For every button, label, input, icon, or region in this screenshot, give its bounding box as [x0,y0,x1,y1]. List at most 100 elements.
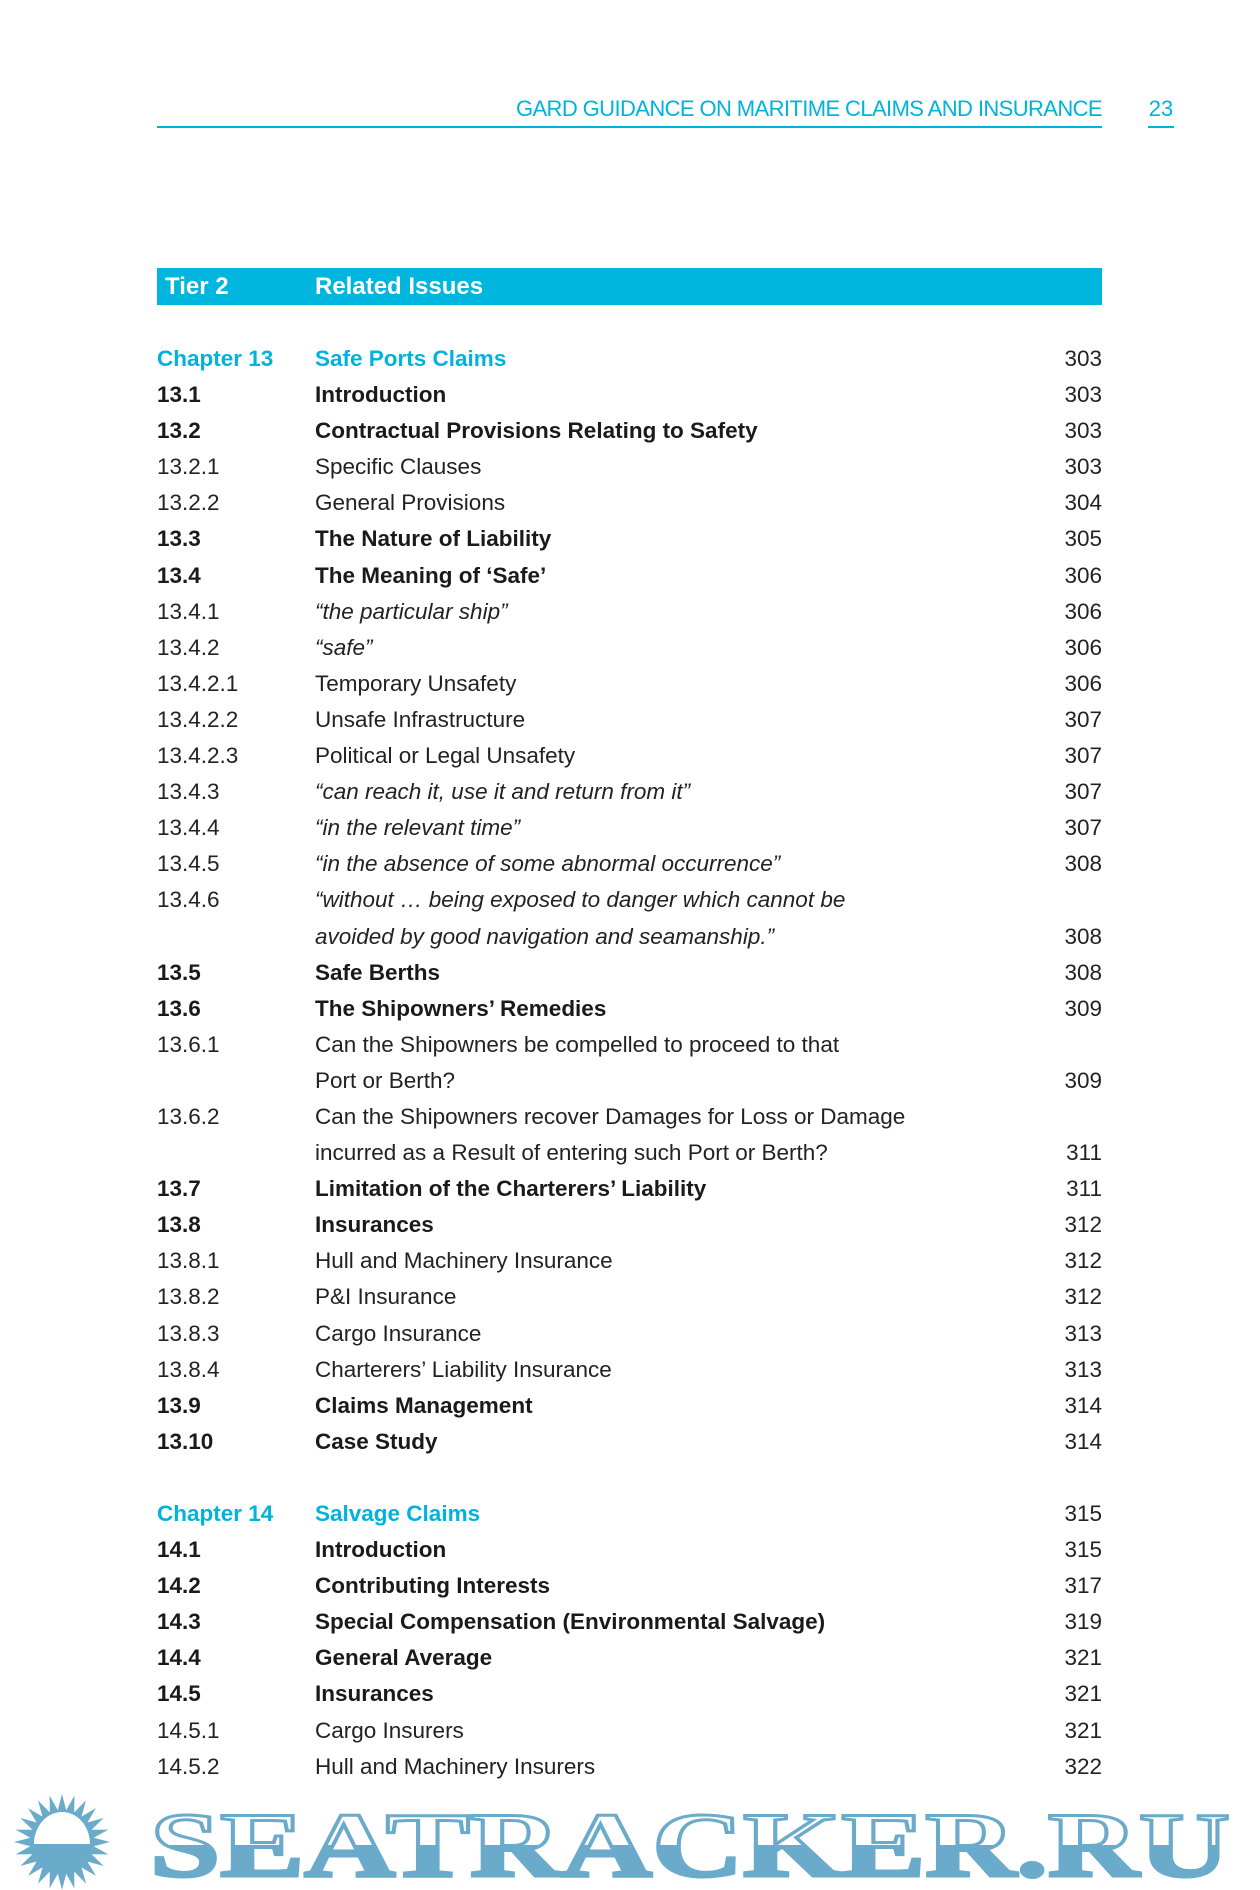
entry-page: 312 [1064,1212,1102,1238]
toc-entry[interactable]: 14.3 Special Compensation (Environmental … [157,1604,1102,1640]
tier-label: Tier 2 [165,273,229,300]
entry-title: Insurances [315,1212,434,1238]
entry-page: 321 [1064,1645,1102,1671]
toc-entry[interactable]: 13.4.6 “without … being exposed to danger… [157,882,1102,918]
entry-page: 303 [1064,346,1102,371]
toc-entry[interactable]: 13.4.3 “can reach it, use it and return f… [157,774,1102,810]
entry-number: 13.9 [157,1392,201,1418]
toc-entry[interactable]: incurred as a Result of entering such Po… [157,1135,1102,1171]
toc-entry[interactable]: 13.4.5 “in the absence of some abnormal o… [157,846,1102,882]
entry-title: “can reach it, use it and return from it… [315,779,691,805]
toc-entry[interactable]: 13.1 Introduction 303 [157,377,1102,413]
seatracker-watermark: SEATRACKER.RU [14,1793,1232,1890]
toc-entry[interactable]: 13.2 Contractual Provisions Relating to S… [157,413,1102,449]
entry-page: 308 [1064,923,1102,949]
toc-entry[interactable]: 13.4.2.3 Political or Legal Unsafety 307 [157,738,1102,774]
toc-entry[interactable]: 13.8.4 Charterers’ Liability Insurance 313 [157,1352,1102,1388]
toc-entry[interactable]: 13.3 The Nature of Liability 305 [157,521,1102,557]
toc-entry[interactable]: 13.8.3 Cargo Insurance 313 [157,1316,1102,1352]
entry-title: avoided by good navigation and seamanshi… [315,923,775,949]
entry-number: 13.2.2 [157,490,220,516]
entry-title: General Average [315,1645,493,1671]
entry-page: 317 [1064,1573,1102,1599]
table-of-contents: Chapter 13 Safe Ports Claims 303 13.1 Introd… [157,341,1102,1785]
tier-banner: Tier 2 Related Issues [157,268,1102,305]
entry-page: 306 [1064,634,1102,660]
entry-page: 307 [1064,815,1102,841]
toc-entry[interactable]: 14.2 Contributing Interests 317 [157,1568,1102,1604]
toc-entry[interactable]: 14.5 Insurances 321 [157,1676,1102,1712]
entry-title: Limitation of the Charterers’ Liability [315,1176,707,1202]
entry-page: 312 [1064,1248,1102,1274]
toc-entry[interactable]: 13.9 Claims Management 314 [157,1388,1102,1424]
entry-page: 303 [1064,454,1102,480]
entry-number: 13.2.1 [157,454,220,480]
entry-page: 315 [1064,1537,1102,1563]
toc-entry[interactable]: 13.2.1 Specific Clauses 303 [157,449,1102,485]
toc-entry[interactable]: 13.4.2.1 Temporary Unsafety 306 [157,666,1102,702]
toc-entry[interactable]: 13.2.2 General Provisions 304 [157,485,1102,521]
chapter-heading[interactable]: Chapter 13 Safe Ports Claims 303 [157,341,1102,377]
entry-page: 311 [1066,1176,1102,1202]
toc-entry[interactable]: 13.4.2 “safe” 306 [157,630,1102,666]
entry-title: Safe Berths [315,959,441,985]
entry-page: 304 [1064,490,1102,516]
entry-page: 312 [1064,1284,1102,1310]
entry-number: 13.10 [157,1428,214,1454]
entry-page: 307 [1064,706,1102,732]
entry-title: Unsafe Infrastructure [315,706,526,732]
entry-page: 313 [1064,1356,1102,1382]
toc-entry[interactable]: 13.6.2 Can the Shipowners recover Damages… [157,1099,1102,1135]
entry-page: 307 [1064,743,1102,769]
toc-entry[interactable]: 13.8 Insurances 312 [157,1207,1102,1243]
entry-number: 14.5.1 [157,1717,220,1743]
entry-number: 14.2 [157,1573,201,1599]
entry-title: “in the relevant time” [315,815,521,841]
toc-entry[interactable]: 13.6.1 Can the Shipowners be compelled to… [157,1027,1102,1063]
entry-number: 13.3 [157,526,201,552]
toc-entry[interactable]: Port or Berth? 309 [157,1063,1102,1099]
entry-title: Charterers’ Liability Insurance [315,1356,612,1382]
toc-entry[interactable]: 14.1 Introduction 315 [157,1532,1102,1568]
entry-page: 308 [1064,959,1102,985]
toc-entry[interactable]: 13.7 Limitation of the Charterers’ Liabil… [157,1171,1102,1207]
toc-entry[interactable]: 13.6 The Shipowners’ Remedies 309 [157,991,1102,1027]
entry-number: 14.1 [157,1537,201,1563]
page-number: 23 [1148,96,1174,121]
entry-number: 13.6 [157,995,201,1021]
entry-page: 311 [1066,1140,1102,1166]
toc-entry[interactable]: 13.4.4 “in the relevant time” 307 [157,810,1102,846]
toc-entry[interactable]: 13.4 The Meaning of ‘Safe’ 306 [157,558,1102,594]
entry-number: 13.2 [157,418,201,444]
entry-title: Salvage Claims [315,1501,481,1526]
chapter-heading[interactable]: Chapter 14 Salvage Claims 315 [157,1496,1102,1532]
entry-title: Introduction [315,1537,447,1563]
toc-entry[interactable]: 13.8.1 Hull and Machinery Insurance 312 [157,1243,1102,1279]
entry-number: 13.8.2 [157,1284,220,1310]
entry-page: 313 [1064,1320,1102,1346]
entry-page: 314 [1064,1392,1102,1418]
toc-entry[interactable]: 13.8.2 P&I Insurance 312 [157,1279,1102,1315]
entry-title: Hull and Machinery Insurers [315,1753,596,1779]
toc-entry[interactable]: 14.5.2 Hull and Machinery Insurers 322 [157,1749,1102,1785]
toc-entry[interactable]: 13.5 Safe Berths 308 [157,955,1102,991]
tier-title: Related Issues [315,273,484,300]
toc-entry[interactable]: 13.10 Case Study 314 [157,1424,1102,1460]
toc-entry[interactable]: 14.4 General Average 321 [157,1640,1102,1676]
entry-title: Special Compensation (Environmental Salv… [315,1609,826,1635]
toc-entry[interactable]: avoided by good navigation and seamanshi… [157,919,1102,955]
entry-page: 305 [1064,526,1102,552]
entry-title: Temporary Unsafety [315,670,517,696]
toc-entry[interactable]: 14.5.1 Cargo Insurers 321 [157,1713,1102,1749]
running-header-title: GARD GUIDANCE ON MARITIME CLAIMS AND INS… [515,96,1103,121]
entry-number: 13.8.1 [157,1248,220,1274]
entry-page: 321 [1064,1681,1102,1707]
entry-page: 303 [1064,418,1102,444]
toc-entry[interactable]: 13.4.1 “the particular ship” 306 [157,594,1102,630]
entry-title: Claims Management [315,1392,533,1418]
entry-number: 13.4.3 [157,779,220,805]
toc-entry[interactable]: 13.4.2.2 Unsafe Infrastructure 307 [157,702,1102,738]
entry-page: 319 [1064,1609,1102,1635]
entry-title: Specific Clauses [315,454,482,480]
entry-number: 13.4.1 [157,598,220,624]
